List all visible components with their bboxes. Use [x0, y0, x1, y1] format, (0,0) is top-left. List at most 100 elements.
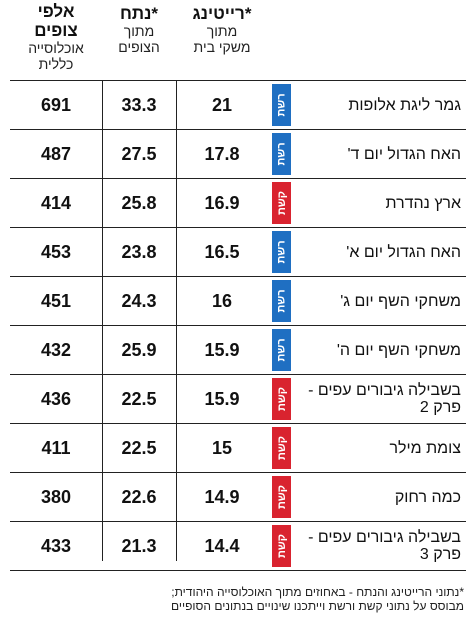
column-divider	[102, 80, 103, 561]
channel-badge: רשת	[272, 84, 291, 126]
table-row: 487 27.5 17.8 רשת האח הגדול יום ד'	[10, 129, 466, 178]
share-header-sub2: הצופים	[118, 39, 160, 55]
share-cell: 33.3	[121, 95, 157, 115]
table-row: 451 24.3 16 רשת משחקי השף יום ג'	[10, 276, 466, 325]
channel-badge-label: קשת	[275, 436, 288, 460]
ratings-table: 691 33.3 21 רשת גמר ליגת אלופות 487 27.5 17.8 רש…	[10, 80, 466, 571]
viewers-cell: 453	[40, 242, 72, 262]
show-name: משחקי השף יום ג'	[340, 292, 461, 310]
table-header: רייטינג* מתוך משקי בית נתח* מתוך הצופים …	[0, 0, 474, 80]
channel-badge-label: קשת	[275, 485, 288, 509]
show-name-cell: צומת מילר	[296, 424, 461, 472]
share-header-sub1: מתוך	[123, 23, 155, 39]
show-name: צומת מילר	[389, 439, 461, 457]
rating-cell: 15.9	[204, 389, 240, 409]
show-name-cell: ארץ נהדרת	[296, 179, 461, 227]
viewers-header-sub1: אוכלוסייה	[28, 40, 84, 56]
show-name-cell: גמר ליגת אלופות	[296, 81, 461, 129]
table-row: 411 22.5 15 קשת צומת מילר	[10, 423, 466, 472]
table-row: 380 22.6 14.9 קשת כמה רחוק	[10, 472, 466, 521]
show-name: גמר ליגת אלופות	[348, 96, 461, 114]
channel-badge: קשת	[272, 476, 291, 518]
viewers-cell: 451	[40, 291, 72, 311]
viewers-header-title2: צופים	[34, 21, 78, 40]
show-name-cell: משחקי השף יום ה'	[296, 326, 461, 374]
channel-badge-label: רשת	[275, 93, 288, 117]
table-row: 436 22.5 15.9 קשת בשבילה גיבורים עפים - פרק …	[10, 374, 466, 423]
channel-badge-label: רשת	[275, 240, 288, 264]
viewers-header-sub2: כללית	[38, 56, 74, 72]
show-name-cell: בשבילה גיבורים עפים - פרק 3	[296, 522, 461, 570]
show-name-cell: משחקי השף יום ג'	[296, 277, 461, 325]
show-name: ארץ נהדרת	[385, 194, 461, 212]
show-name: משחקי השף יום ה'	[336, 341, 461, 359]
share-cell: 21.3	[121, 536, 157, 556]
rating-cell: 21	[211, 95, 233, 115]
viewers-cell: 380	[40, 487, 72, 507]
channel-badge: קשת	[272, 378, 291, 420]
rating-cell: 16.9	[204, 193, 240, 213]
channel-badge: קשת	[272, 525, 291, 567]
viewers-cell: 487	[40, 144, 72, 164]
channel-badge-label: קשת	[275, 387, 288, 411]
column-divider	[176, 80, 177, 561]
rating-cell: 15	[211, 438, 233, 458]
rating-cell: 15.9	[204, 340, 240, 360]
share-cell: 23.8	[121, 242, 157, 262]
share-cell: 25.8	[121, 193, 157, 213]
table-row: 414 25.8 16.9 קשת ארץ נהדרת	[10, 178, 466, 227]
viewers-column-header: אלפי צופים אוכלוסייה כללית	[10, 2, 102, 72]
table-row: 433 21.3 14.4 קשת בשבילה גיבורים עפים - פרק …	[10, 521, 466, 571]
rating-cell: 16.5	[204, 242, 240, 262]
share-cell: 22.5	[121, 389, 157, 409]
share-cell: 25.9	[121, 340, 157, 360]
rating-column-header: רייטינג* מתוך משקי בית	[176, 4, 268, 55]
rating-cell: 17.8	[204, 144, 240, 164]
rating-cell: 16	[211, 291, 233, 311]
show-name-cell: בשבילה גיבורים עפים - פרק 2	[296, 375, 461, 423]
share-cell: 22.5	[121, 438, 157, 458]
table-row: 453 23.8 16.5 רשת האח הגדול יום א'	[10, 227, 466, 276]
viewers-cell: 691	[40, 95, 72, 115]
show-name: האח הגדול יום א'	[346, 243, 461, 261]
show-name: האח הגדול יום ד'	[347, 145, 461, 163]
channel-badge: רשת	[272, 133, 291, 175]
share-header-title: נתח*	[119, 4, 159, 23]
table-row: 432 25.9 15.9 רשת משחקי השף יום ה'	[10, 325, 466, 374]
share-cell: 24.3	[121, 291, 157, 311]
channel-badge: רשת	[272, 280, 291, 322]
viewers-cell: 414	[40, 193, 72, 213]
channel-badge-label: רשת	[275, 142, 288, 166]
channel-badge-label: רשת	[275, 338, 288, 362]
show-name-cell: האח הגדול יום א'	[296, 228, 461, 276]
viewers-cell: 433	[40, 536, 72, 556]
footnote-line-1: *נתוני הרייטינג והנתח - באחוזים מתוך האו…	[171, 585, 464, 599]
share-cell: 22.6	[121, 487, 157, 507]
show-name-cell: האח הגדול יום ד'	[296, 130, 461, 178]
table-row: 691 33.3 21 רשת גמר ליגת אלופות	[10, 80, 466, 129]
show-name-cell: כמה רחוק	[296, 473, 461, 521]
channel-badge: רשת	[272, 231, 291, 273]
rating-header-sub2: משקי בית	[193, 39, 251, 55]
channel-badge: קשת	[272, 182, 291, 224]
channel-badge-label: קשת	[275, 534, 288, 558]
show-name: כמה רחוק	[394, 488, 461, 506]
rating-cell: 14.4	[204, 536, 240, 556]
channel-badge: רשת	[272, 329, 291, 371]
channel-badge-label: רשת	[275, 289, 288, 313]
viewers-header-title1: אלפי	[37, 2, 75, 21]
rating-header-title: רייטינג*	[192, 4, 252, 23]
channel-badge: קשת	[272, 427, 291, 469]
rating-cell: 14.9	[204, 487, 240, 507]
viewers-cell: 432	[40, 340, 72, 360]
viewers-cell: 411	[41, 438, 71, 458]
viewers-cell: 436	[40, 389, 72, 409]
show-name: בשבילה גיבורים עפים - פרק 3	[308, 529, 461, 563]
share-column-header: נתח* מתוך הצופים	[102, 4, 176, 55]
footnote-line-2: מבוסס על נתוני קשת ורשת וייתכנו שינויים …	[170, 599, 464, 613]
share-cell: 27.5	[121, 144, 157, 164]
footnote: *נתוני הרייטינג והנתח - באחוזים מתוך האו…	[12, 585, 464, 613]
show-name: בשבילה גיבורים עפים - פרק 2	[308, 382, 461, 416]
rating-header-sub1: מתוך	[206, 23, 238, 39]
channel-badge-label: קשת	[275, 191, 288, 215]
